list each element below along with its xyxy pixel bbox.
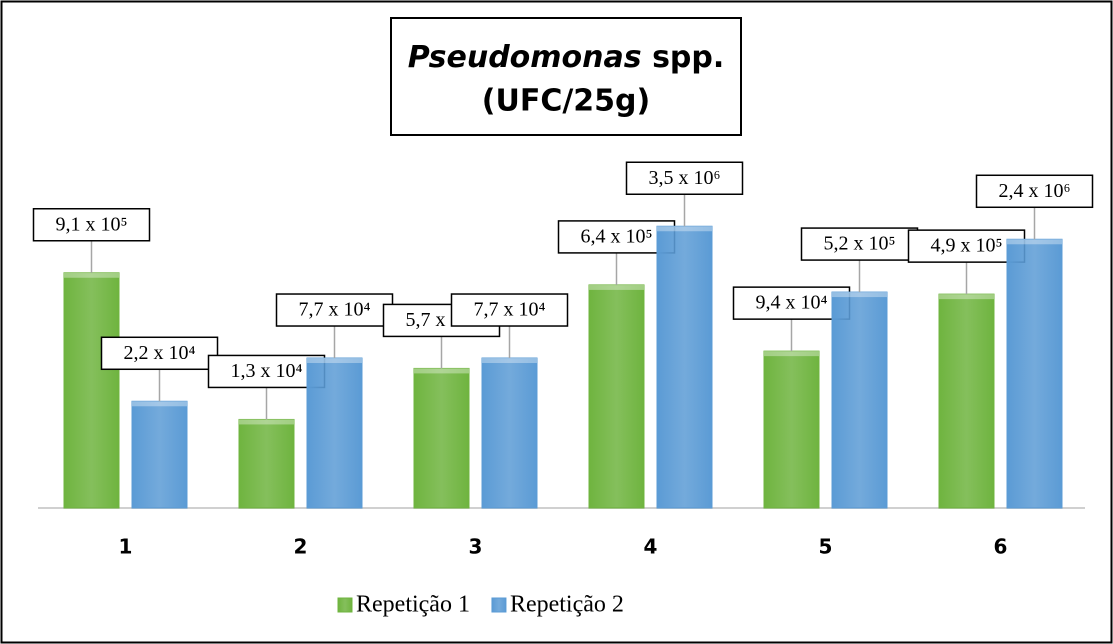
label-box [450, 293, 569, 327]
bar [238, 418, 295, 509]
x-tick-label: 6 [994, 535, 1008, 559]
bar-bevel [307, 358, 362, 364]
data-label: 2,2 x 10⁴ [124, 342, 196, 364]
bar-bevel [764, 351, 819, 357]
bar-bevel [832, 292, 887, 298]
x-tick-label: 5 [819, 535, 833, 559]
data-label: 9,4 x 10⁴ [756, 292, 828, 314]
legend-label: Repetição 1 [356, 592, 470, 618]
bar-bevel [589, 284, 644, 290]
data-label: 4,9 x 10⁵ [931, 235, 1003, 257]
x-tick-label: 4 [644, 535, 658, 559]
label-box [100, 336, 219, 371]
label-box [732, 286, 851, 320]
x-tick-label: 2 [294, 535, 308, 559]
label-box [625, 161, 744, 195]
bar [938, 293, 995, 509]
label-box [800, 227, 919, 261]
bar [831, 291, 888, 509]
legend-swatch [491, 597, 507, 613]
label-box [32, 208, 151, 242]
x-tick-label: 1 [119, 535, 133, 559]
bar-bevel [657, 226, 712, 232]
legend-label: Repetição 2 [510, 592, 624, 618]
data-label: 7,7 x 10⁴ [299, 299, 371, 321]
chart-title: Pseudomonas spp. [408, 40, 725, 75]
data-label: 1,3 x 10⁴ [231, 360, 303, 382]
bar [481, 357, 538, 509]
legend-swatch [337, 597, 353, 613]
x-tick-label: 3 [469, 535, 483, 559]
data-label: 2,4 x 10⁶ [999, 180, 1071, 202]
data-label: 3,5 x 10⁶ [649, 167, 721, 189]
data-label: 6,4 x 10⁵ [581, 226, 653, 248]
bar-bevel [132, 401, 187, 407]
bar [656, 225, 713, 509]
data-label: 7,7 x 10⁴ [474, 299, 546, 321]
data-label: 5,2 x 10⁵ [824, 233, 896, 255]
bar-bevel [64, 272, 119, 278]
label-box [975, 174, 1094, 209]
bar [1006, 238, 1063, 509]
bar-bevel [482, 358, 537, 364]
bar [306, 357, 363, 509]
bar-bevel [239, 419, 294, 425]
bar [63, 272, 120, 509]
title-box [390, 17, 742, 136]
bar [131, 400, 188, 509]
label-box [907, 229, 1026, 263]
bar [763, 350, 820, 509]
bar-bevel [414, 368, 469, 374]
label-box [557, 220, 676, 254]
bar-bevel [939, 294, 994, 300]
bar-bevel [1007, 239, 1062, 245]
chart-subtitle: (UFC/25g) [482, 84, 650, 119]
bar [413, 367, 470, 509]
bar [588, 284, 645, 509]
data-label: 9,1 x 10⁵ [56, 213, 128, 235]
